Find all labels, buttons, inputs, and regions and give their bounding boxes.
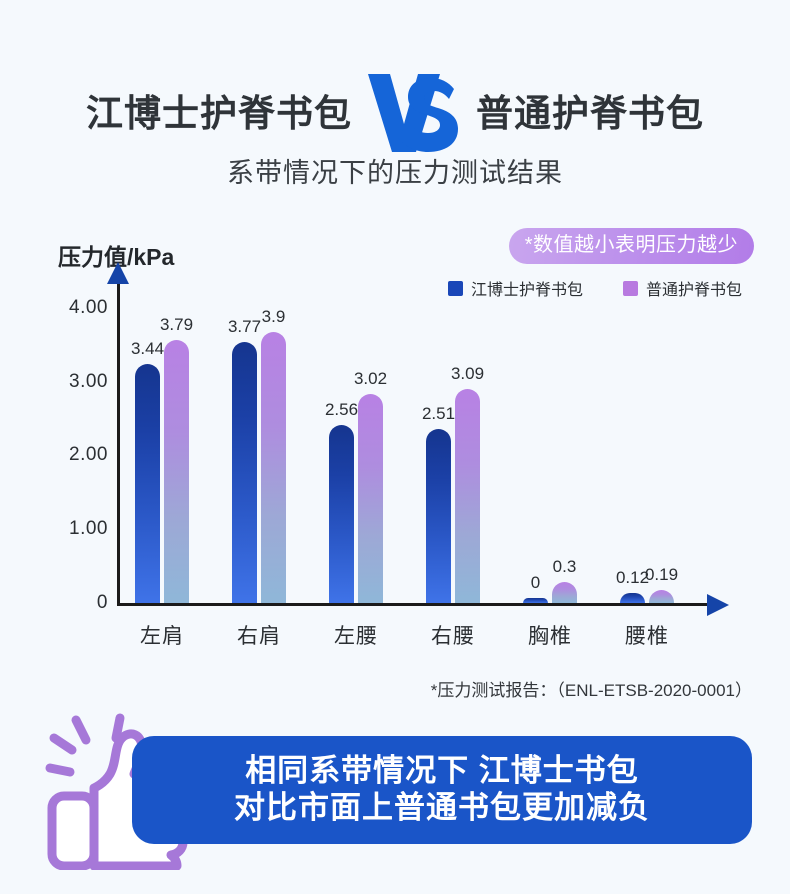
bottom-banner: 相同系带情况下 江博士书包 对比市面上普通书包更加减负 <box>132 736 752 844</box>
bars-layer: 3.44 3.79 3.77 3.9 2.56 3.02 2.51 3.09 0 0.3 0.12 0… <box>117 282 709 603</box>
x-axis-tick-label-腰椎: 腰椎 <box>625 625 669 648</box>
bar-value-label: 3.09 <box>450 363 485 383</box>
smaller-is-better-badge: *数值越小表明压力越少 <box>508 228 754 264</box>
bottom-section: 相同系带情况下 江博士书包 对比市面上普通书包更加减负 <box>0 713 790 870</box>
bar-group: 3.44 3.79 <box>131 282 193 603</box>
bar-value-label: 3.79 <box>159 315 194 335</box>
vs-logo-icon <box>368 74 458 152</box>
bar-group: 0.12 0.19 <box>616 282 678 603</box>
chart-plot-area: 0 1.00 2.00 3.00 4.00 3.44 3.79 3.77 3.9 2.56 3.0… <box>0 228 790 698</box>
bar-value-label: 2.56 <box>324 400 359 420</box>
bar-右腰-series-0[interactable] <box>426 428 451 603</box>
chart-legend: 江博士护脊书包 普通护脊书包 <box>447 276 742 300</box>
legend-swatch-icon-series-0 <box>447 280 463 296</box>
bar-胸椎-series-0[interactable] <box>523 598 548 603</box>
bar-value-label: 3.44 <box>130 339 165 359</box>
arrow-up-icon <box>107 262 129 284</box>
y-axis-tick-label: 4.00 <box>69 296 108 318</box>
bar-左肩-series-1[interactable] <box>164 340 189 603</box>
bar-value-label: 0 <box>530 573 541 592</box>
y-axis-tick-label: 0 <box>96 592 108 613</box>
x-axis-tick-label-右肩: 右肩 <box>237 625 281 648</box>
bar-value-label: 3.77 <box>227 316 262 336</box>
banner-line-1: 相同系带情况下 江博士书包 <box>245 753 639 789</box>
bar-group: 3.77 3.9 <box>228 282 286 603</box>
banner-line-2: 对比市面上普通书包更加减负 <box>234 790 650 825</box>
x-axis-tick-label-左腰: 左腰 <box>334 625 378 648</box>
y-axis-line <box>117 282 120 605</box>
legend-swatch-icon-series-1 <box>622 280 638 296</box>
arrow-right-icon <box>707 594 729 616</box>
x-axis-tick-label-左肩: 左肩 <box>140 625 184 648</box>
bar-value-label: 3.9 <box>261 307 286 327</box>
legend-item-series-0: 江博士护脊书包 <box>447 276 583 300</box>
header: 江博士护脊书包 普通护脊书包 <box>0 72 790 154</box>
bar-value-label: 0.12 <box>615 568 650 587</box>
x-axis-tick-label-右腰: 右腰 <box>431 625 475 648</box>
header-right-title: 普通护脊书包 <box>476 92 704 134</box>
bar-左腰-series-1[interactable] <box>358 393 383 603</box>
bar-右肩-series-0[interactable] <box>232 341 257 603</box>
bar-胸椎-series-1[interactable] <box>552 582 577 603</box>
x-axis-line <box>117 603 709 606</box>
legend-item-series-1: 普通护脊书包 <box>622 276 742 300</box>
x-axis-tick-label-胸椎: 胸椎 <box>528 625 572 648</box>
bar-group: 2.51 3.09 <box>422 282 484 603</box>
legend-label-series-1: 普通护脊书包 <box>645 282 742 299</box>
y-axis-tick-label: 3.00 <box>69 370 108 392</box>
bar-右腰-series-1[interactable] <box>455 388 480 603</box>
bar-腰椎-series-0[interactable] <box>620 593 645 603</box>
bar-value-label: 2.51 <box>421 403 456 423</box>
bar-value-label: 0.3 <box>552 557 577 577</box>
bar-腰椎-series-1[interactable] <box>649 589 674 603</box>
page-subtitle: 系带情况下的压力测试结果 <box>227 158 563 188</box>
header-left-title: 江博士护脊书包 <box>86 92 352 134</box>
legend-label-series-0: 江博士护脊书包 <box>470 282 583 299</box>
bar-左肩-series-0[interactable] <box>135 364 160 603</box>
source-note: *压力测试报告：（ENL-ETSB-2020-0001） <box>430 681 752 700</box>
bar-group: 0 0.3 <box>523 282 577 603</box>
chart-container: 压力值/kPa *数值越小表明压力越少 江博士护脊书包 普通护脊书包 0 1.00… <box>0 228 790 700</box>
bar-右肩-series-1[interactable] <box>261 332 286 603</box>
bar-value-label: 0.19 <box>644 564 679 584</box>
y-axis-tick-label: 1.00 <box>69 518 108 540</box>
bar-左腰-series-0[interactable] <box>329 425 354 603</box>
bar-value-label: 3.02 <box>353 368 388 388</box>
bar-group: 2.56 3.02 <box>325 282 387 603</box>
y-axis-tick-label: 2.00 <box>69 444 108 466</box>
